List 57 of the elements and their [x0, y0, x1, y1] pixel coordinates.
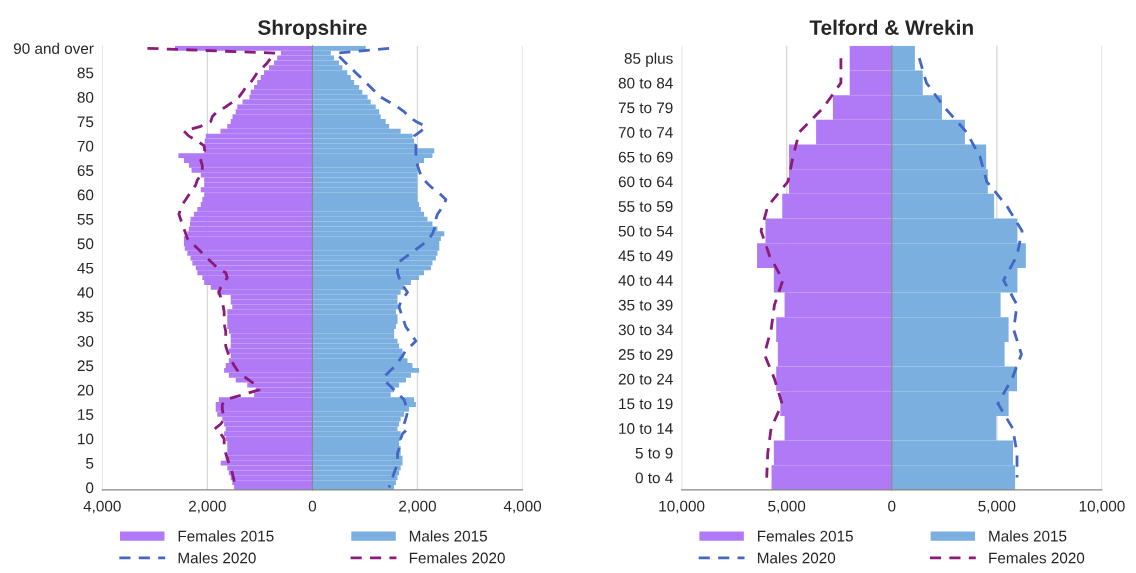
legend-label: Females 2015 — [758, 530, 853, 542]
y-tick-label: 20 — [77, 384, 94, 396]
y-tick-label: 45 — [77, 262, 94, 274]
chart-title: Shropshire — [258, 19, 367, 40]
y-tick-label: 85 plus — [624, 52, 673, 67]
y-tick-label: 55 to 59 — [618, 201, 673, 212]
x-tick-label: 4,000 — [503, 500, 542, 514]
x-tick-label: 10,000 — [659, 500, 705, 514]
y-tick-label: 60 to 64 — [618, 176, 673, 188]
y-tick-label: 20 to 24 — [618, 373, 673, 385]
chart-title: Telford & Wrekin — [809, 19, 973, 35]
y-tick-label: 25 to 29 — [618, 349, 673, 360]
y-tick-label: 85 — [77, 67, 94, 79]
y-tick-label: 25 — [77, 360, 94, 372]
legend-label: Males 2015 — [409, 530, 487, 542]
x-tick-label: 0 — [308, 500, 317, 512]
y-tick-label: 80 to 84 — [618, 77, 673, 89]
y-tick-label: 50 — [77, 238, 94, 250]
y-tick-label: 70 to 74 — [618, 127, 673, 138]
y-tick-label: 30 — [77, 335, 94, 347]
legend-label: Females 2015 — [178, 530, 274, 542]
x-tick-label: 2,000 — [399, 500, 436, 514]
legend-label: Females 2020 — [409, 552, 505, 564]
legend-label: Males 2020 — [758, 552, 836, 564]
y-tick-label: 70 — [77, 140, 94, 152]
y-tick-label: 5 to 9 — [635, 447, 673, 459]
y-tick-label: 35 to 39 — [618, 299, 673, 311]
x-tick-label: 2,000 — [188, 500, 226, 514]
y-tick-label: 75 to 79 — [618, 102, 673, 114]
y-tick-label: 15 — [78, 409, 94, 420]
y-tick-label: 5 — [86, 458, 94, 469]
x-tick-label: 4,000 — [83, 500, 121, 514]
y-tick-label: 65 to 69 — [618, 151, 673, 163]
x-tick-label: 5,000 — [978, 500, 1016, 514]
legend-label: Males 2020 — [178, 552, 256, 564]
y-tick-label: 65 — [77, 165, 94, 176]
x-tick-label: 5,000 — [768, 500, 806, 514]
x-tick-label: 10,000 — [1079, 500, 1125, 514]
y-tick-label: 10 — [78, 433, 94, 445]
y-tick-label: 30 to 34 — [618, 324, 673, 336]
y-tick-label: 75 — [77, 116, 94, 128]
y-tick-label: 10 to 14 — [619, 423, 673, 434]
y-tick-label: 45 to 49 — [618, 250, 673, 262]
y-tick-label: 0 — [86, 482, 94, 494]
y-tick-label: 50 to 54 — [618, 225, 673, 237]
y-tick-label: 55 — [77, 214, 94, 225]
legend-label: Females 2020 — [989, 552, 1085, 564]
y-tick-label: 40 to 44 — [618, 275, 673, 286]
y-tick-label: 15 to 19 — [619, 398, 673, 410]
y-tick-label: 90 and over — [13, 42, 94, 54]
x-tick-label: 0 — [888, 500, 896, 512]
y-tick-label: 60 — [77, 189, 94, 201]
y-tick-label: 0 to 4 — [635, 472, 673, 484]
y-tick-label: 40 — [77, 287, 94, 298]
legend-label: Males 2015 — [989, 530, 1067, 542]
y-tick-label: 80 — [77, 91, 94, 103]
y-tick-label: 35 — [77, 311, 94, 323]
